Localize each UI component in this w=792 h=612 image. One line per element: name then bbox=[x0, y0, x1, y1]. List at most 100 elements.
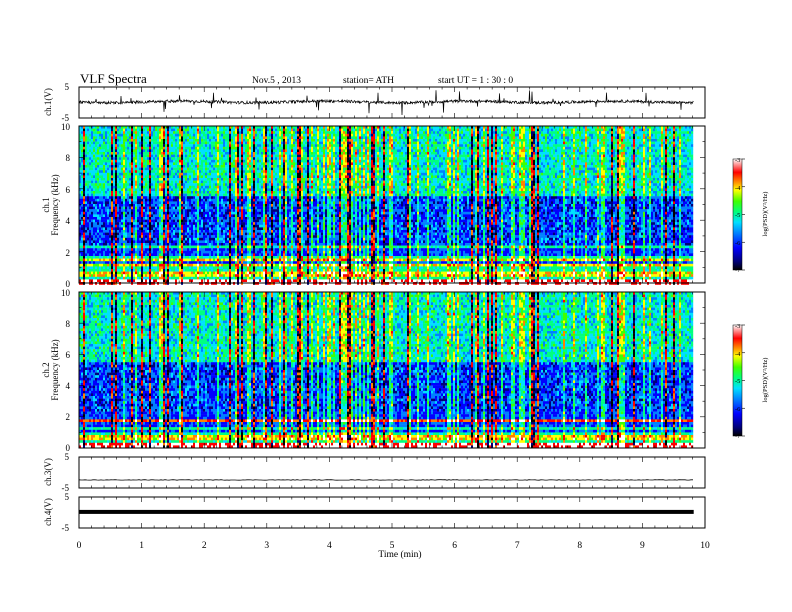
spectrogram-cell bbox=[119, 146, 122, 150]
spectrogram-cell bbox=[139, 175, 142, 179]
spectrogram-cell bbox=[195, 219, 198, 223]
spectrogram-cell bbox=[153, 240, 156, 244]
spectrogram-cell bbox=[89, 279, 92, 283]
spectrogram-cell bbox=[139, 224, 142, 228]
spectrogram-cell bbox=[233, 256, 236, 259]
spectrogram-cell bbox=[197, 235, 200, 238]
spectrogram-cell bbox=[145, 222, 148, 225]
spectrogram-cell bbox=[109, 211, 112, 215]
spectrogram-cell bbox=[163, 276, 166, 280]
spectrogram-cell bbox=[177, 196, 180, 199]
spectrogram-cell bbox=[219, 232, 222, 236]
spectrogram-cell bbox=[199, 183, 202, 186]
spectrogram-cell bbox=[167, 152, 170, 155]
spectrogram-cell bbox=[99, 235, 102, 238]
spectrogram-cell bbox=[123, 209, 126, 212]
spectrogram-cell bbox=[143, 227, 146, 231]
spectrogram-cell bbox=[235, 253, 238, 257]
spectrogram-cell bbox=[175, 165, 178, 168]
spectrogram-cell bbox=[231, 141, 234, 145]
spectrogram-cell bbox=[83, 204, 86, 207]
spectrogram-cell bbox=[201, 245, 204, 249]
spectrogram-cell bbox=[121, 214, 124, 218]
spectrogram-cell bbox=[83, 266, 86, 270]
spectrogram-cell bbox=[145, 261, 148, 264]
spectrogram-cell bbox=[151, 266, 154, 270]
spectrogram-cell bbox=[125, 274, 128, 277]
spectrogram-cell bbox=[85, 144, 88, 147]
spectrogram-cell bbox=[203, 253, 206, 257]
spectrogram-cell bbox=[127, 214, 130, 218]
spectrogram-cell bbox=[129, 266, 132, 270]
spectrogram-cell bbox=[181, 224, 184, 228]
spectrogram-cell bbox=[79, 261, 82, 264]
spectrogram-cell bbox=[149, 261, 152, 264]
spectrogram-cell bbox=[223, 144, 226, 147]
spectrogram-cell bbox=[81, 131, 84, 134]
spectrogram-cell bbox=[171, 133, 174, 137]
spectrogram-cell bbox=[203, 196, 206, 199]
spectrogram-cell bbox=[131, 149, 134, 153]
spectrogram-cell bbox=[181, 269, 184, 272]
spectrogram-cell bbox=[95, 193, 98, 197]
spectrogram-cell bbox=[125, 180, 128, 184]
spectrogram-cell bbox=[221, 157, 224, 160]
spectrogram-cell bbox=[193, 209, 196, 212]
spectrogram-cell bbox=[127, 136, 130, 140]
spectrogram-cell bbox=[119, 191, 122, 194]
spectrogram-cell bbox=[159, 266, 162, 270]
spectrogram-cell bbox=[157, 217, 160, 220]
spectrogram-cell bbox=[153, 204, 156, 207]
spectrogram-cell bbox=[111, 235, 114, 238]
spectrogram-cell bbox=[181, 185, 184, 189]
spectrogram-cell bbox=[175, 269, 178, 272]
spectrogram-cell bbox=[123, 154, 126, 158]
spectrogram-cell bbox=[121, 162, 124, 166]
spectrogram-cell bbox=[141, 274, 144, 277]
spectrogram-cell bbox=[149, 263, 152, 267]
spectrogram-cell bbox=[195, 193, 198, 197]
spectrogram-cell bbox=[117, 188, 120, 192]
spectrogram-cell bbox=[157, 253, 160, 257]
spectrogram-cell bbox=[233, 222, 236, 225]
spectrogram-cell bbox=[97, 209, 100, 212]
spectrogram-cell bbox=[147, 201, 150, 205]
spectrogram-cell bbox=[191, 146, 194, 150]
spectrogram-cell bbox=[195, 149, 198, 153]
spectrogram-cell bbox=[159, 131, 162, 134]
spectrogram-cell bbox=[233, 209, 236, 212]
spectrogram-cell bbox=[79, 211, 82, 215]
spectrogram-cell bbox=[89, 211, 92, 215]
spectrogram-cell bbox=[141, 237, 144, 241]
spectrogram-cell bbox=[221, 149, 224, 153]
spectrogram-cell bbox=[95, 230, 98, 233]
spectrogram-cell bbox=[191, 159, 194, 163]
spectrogram-cell bbox=[237, 230, 240, 233]
spectrogram-cell bbox=[117, 165, 120, 168]
spectrogram-cell bbox=[195, 144, 198, 147]
spectrogram-cell bbox=[133, 152, 136, 155]
spectrogram-cell bbox=[95, 183, 98, 186]
spectrogram-cell bbox=[103, 217, 106, 220]
spectrogram-cell bbox=[197, 185, 200, 189]
spectrogram-cell bbox=[173, 196, 176, 199]
spectrogram-cell bbox=[219, 198, 222, 202]
spectrogram-cell bbox=[229, 263, 232, 267]
spectrogram-cell bbox=[201, 222, 204, 225]
spectrogram-cell bbox=[233, 172, 236, 176]
spectrogram-cell bbox=[121, 276, 124, 280]
spectrogram-cell bbox=[197, 261, 200, 264]
spectrogram-cell bbox=[209, 263, 212, 267]
spectrogram-cell bbox=[111, 196, 114, 199]
spectrogram-cell bbox=[185, 206, 188, 210]
spectrogram-cell bbox=[139, 198, 142, 202]
spectrogram-cell bbox=[237, 128, 240, 132]
spectrogram-cell bbox=[153, 157, 156, 160]
spectrogram-cell bbox=[111, 146, 114, 150]
spectrogram-cell bbox=[87, 183, 90, 186]
spectrogram-cell bbox=[105, 276, 108, 280]
spectrogram-cell bbox=[89, 230, 92, 233]
spectrogram-cell bbox=[133, 263, 136, 267]
spectrogram-cell bbox=[131, 175, 134, 179]
spectrogram-cell bbox=[81, 250, 84, 254]
